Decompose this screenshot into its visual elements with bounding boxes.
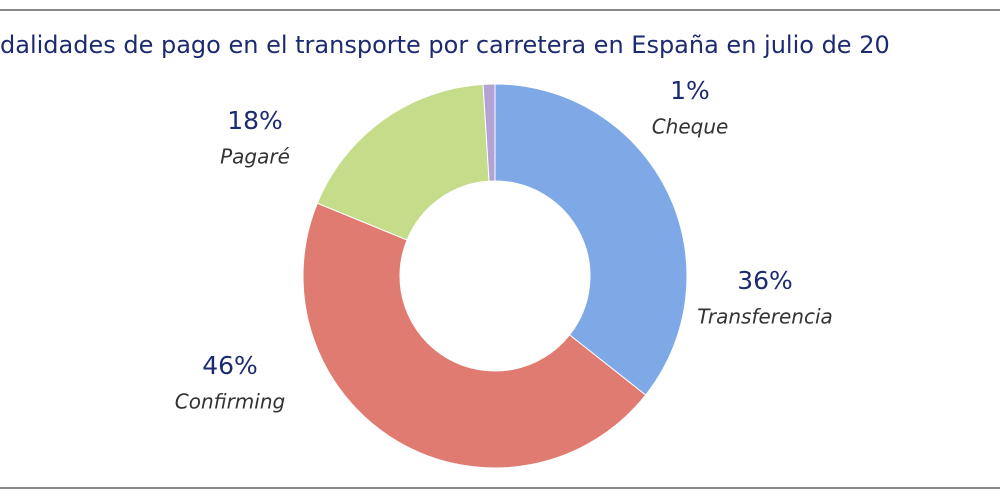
category-label: Transferencia: [697, 305, 833, 329]
slice: [316, 83, 490, 241]
slice: [302, 202, 647, 469]
value-label: 1%: [670, 76, 710, 105]
category-label: Pagaré: [220, 145, 290, 169]
value-label: 18%: [227, 106, 283, 135]
slice: [482, 83, 496, 182]
slice: [494, 83, 688, 396]
category-label: Cheque: [652, 115, 729, 139]
value-label: 36%: [737, 266, 793, 295]
chart-title: dalidades de pago en el transporte por c…: [0, 31, 890, 59]
value-label: 46%: [202, 351, 258, 380]
category-label: Confirming: [175, 390, 285, 414]
